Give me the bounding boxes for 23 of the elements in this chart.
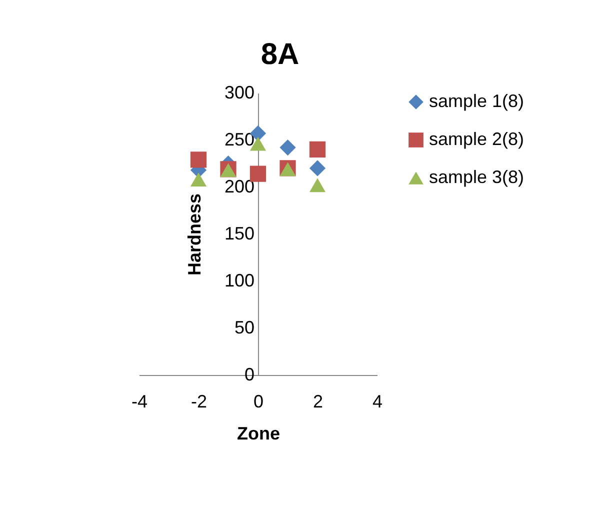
legend-label: sample 1(8) — [429, 91, 524, 111]
point — [280, 139, 296, 156]
y-tick-label: 50 — [234, 318, 254, 338]
x-tick-label: -2 — [190, 392, 208, 412]
x-tick-label: -4 — [131, 392, 148, 412]
y-axis-title: Hardness — [184, 193, 204, 276]
point — [190, 172, 207, 186]
y-tick-label: 250 — [224, 130, 254, 150]
x-tick-label: 4 — [372, 392, 383, 412]
y-tick-label: 100 — [224, 270, 254, 290]
y-tick-label: 200 — [224, 176, 254, 196]
legend-label: sample 3(8) — [429, 167, 524, 187]
point — [309, 141, 326, 158]
y-tick-label: 150 — [224, 224, 254, 244]
point — [309, 178, 326, 192]
point — [309, 160, 326, 176]
x-tick-label: 2 — [312, 392, 324, 412]
chart-title: 8A — [260, 38, 300, 71]
legend-label: sample 2(8) — [429, 129, 524, 149]
y-tick-label: 300 — [224, 82, 254, 102]
point — [190, 152, 207, 168]
x-axis-title: Zone — [237, 424, 280, 444]
y-tick-label: 0 — [244, 364, 254, 384]
